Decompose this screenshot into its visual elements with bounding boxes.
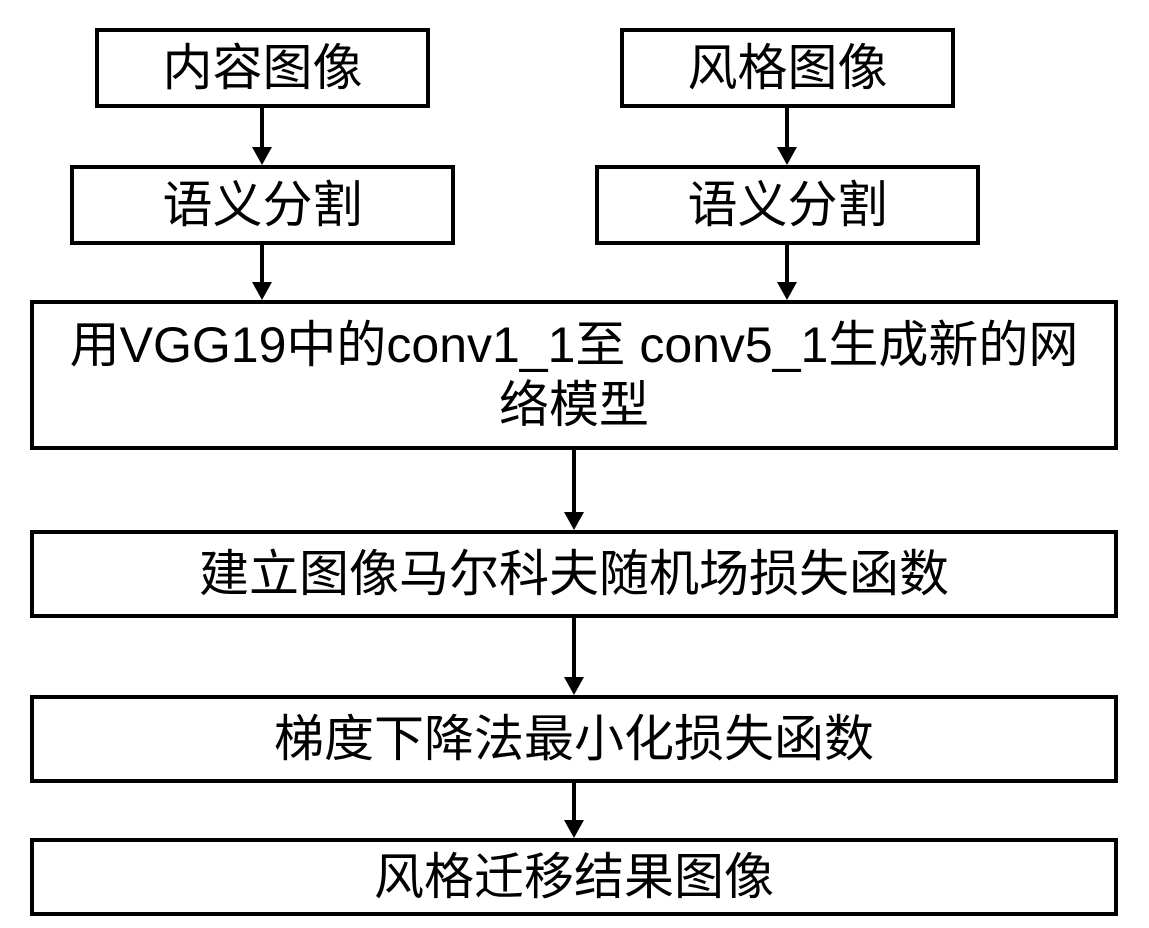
arrow-head-icon: [252, 282, 272, 300]
node-label: 梯度下降法最小化损失函数: [274, 709, 874, 769]
node-label: 用VGG19中的conv1_1至 conv5_1生成新的网络模型: [54, 315, 1094, 435]
arrow-line: [785, 108, 789, 147]
arrow-head-icon: [564, 512, 584, 530]
node-label: 内容图像: [163, 38, 363, 98]
node-gradient-descent: 梯度下降法最小化损失函数: [30, 695, 1118, 783]
arrow-head-icon: [777, 282, 797, 300]
node-label: 建立图像马尔科夫随机场损失函数: [199, 544, 949, 604]
arrow-line: [572, 618, 576, 677]
node-content-image: 内容图像: [95, 28, 430, 108]
arrow-head-icon: [777, 147, 797, 165]
arrow-line: [260, 245, 264, 282]
node-semantic-seg-right: 语义分割: [595, 165, 980, 245]
node-label: 语义分割: [688, 175, 888, 235]
flowchart-container: 内容图像 风格图像 语义分割 语义分割 用VGG19中的conv1_1至 con…: [0, 0, 1149, 928]
arrow-head-icon: [252, 147, 272, 165]
node-vgg19: 用VGG19中的conv1_1至 conv5_1生成新的网络模型: [30, 300, 1118, 450]
node-label: 语义分割: [163, 175, 363, 235]
arrow-line: [572, 783, 576, 820]
node-result-image: 风格迁移结果图像: [30, 838, 1118, 916]
arrow-line: [260, 108, 264, 147]
node-mrf-loss: 建立图像马尔科夫随机场损失函数: [30, 530, 1118, 618]
arrow-line: [572, 450, 576, 512]
node-label: 风格图像: [688, 38, 888, 98]
node-label: 风格迁移结果图像: [374, 847, 774, 907]
arrow-head-icon: [564, 820, 584, 838]
arrow-head-icon: [564, 677, 584, 695]
node-semantic-seg-left: 语义分割: [70, 165, 455, 245]
arrow-line: [785, 245, 789, 282]
node-style-image: 风格图像: [620, 28, 955, 108]
